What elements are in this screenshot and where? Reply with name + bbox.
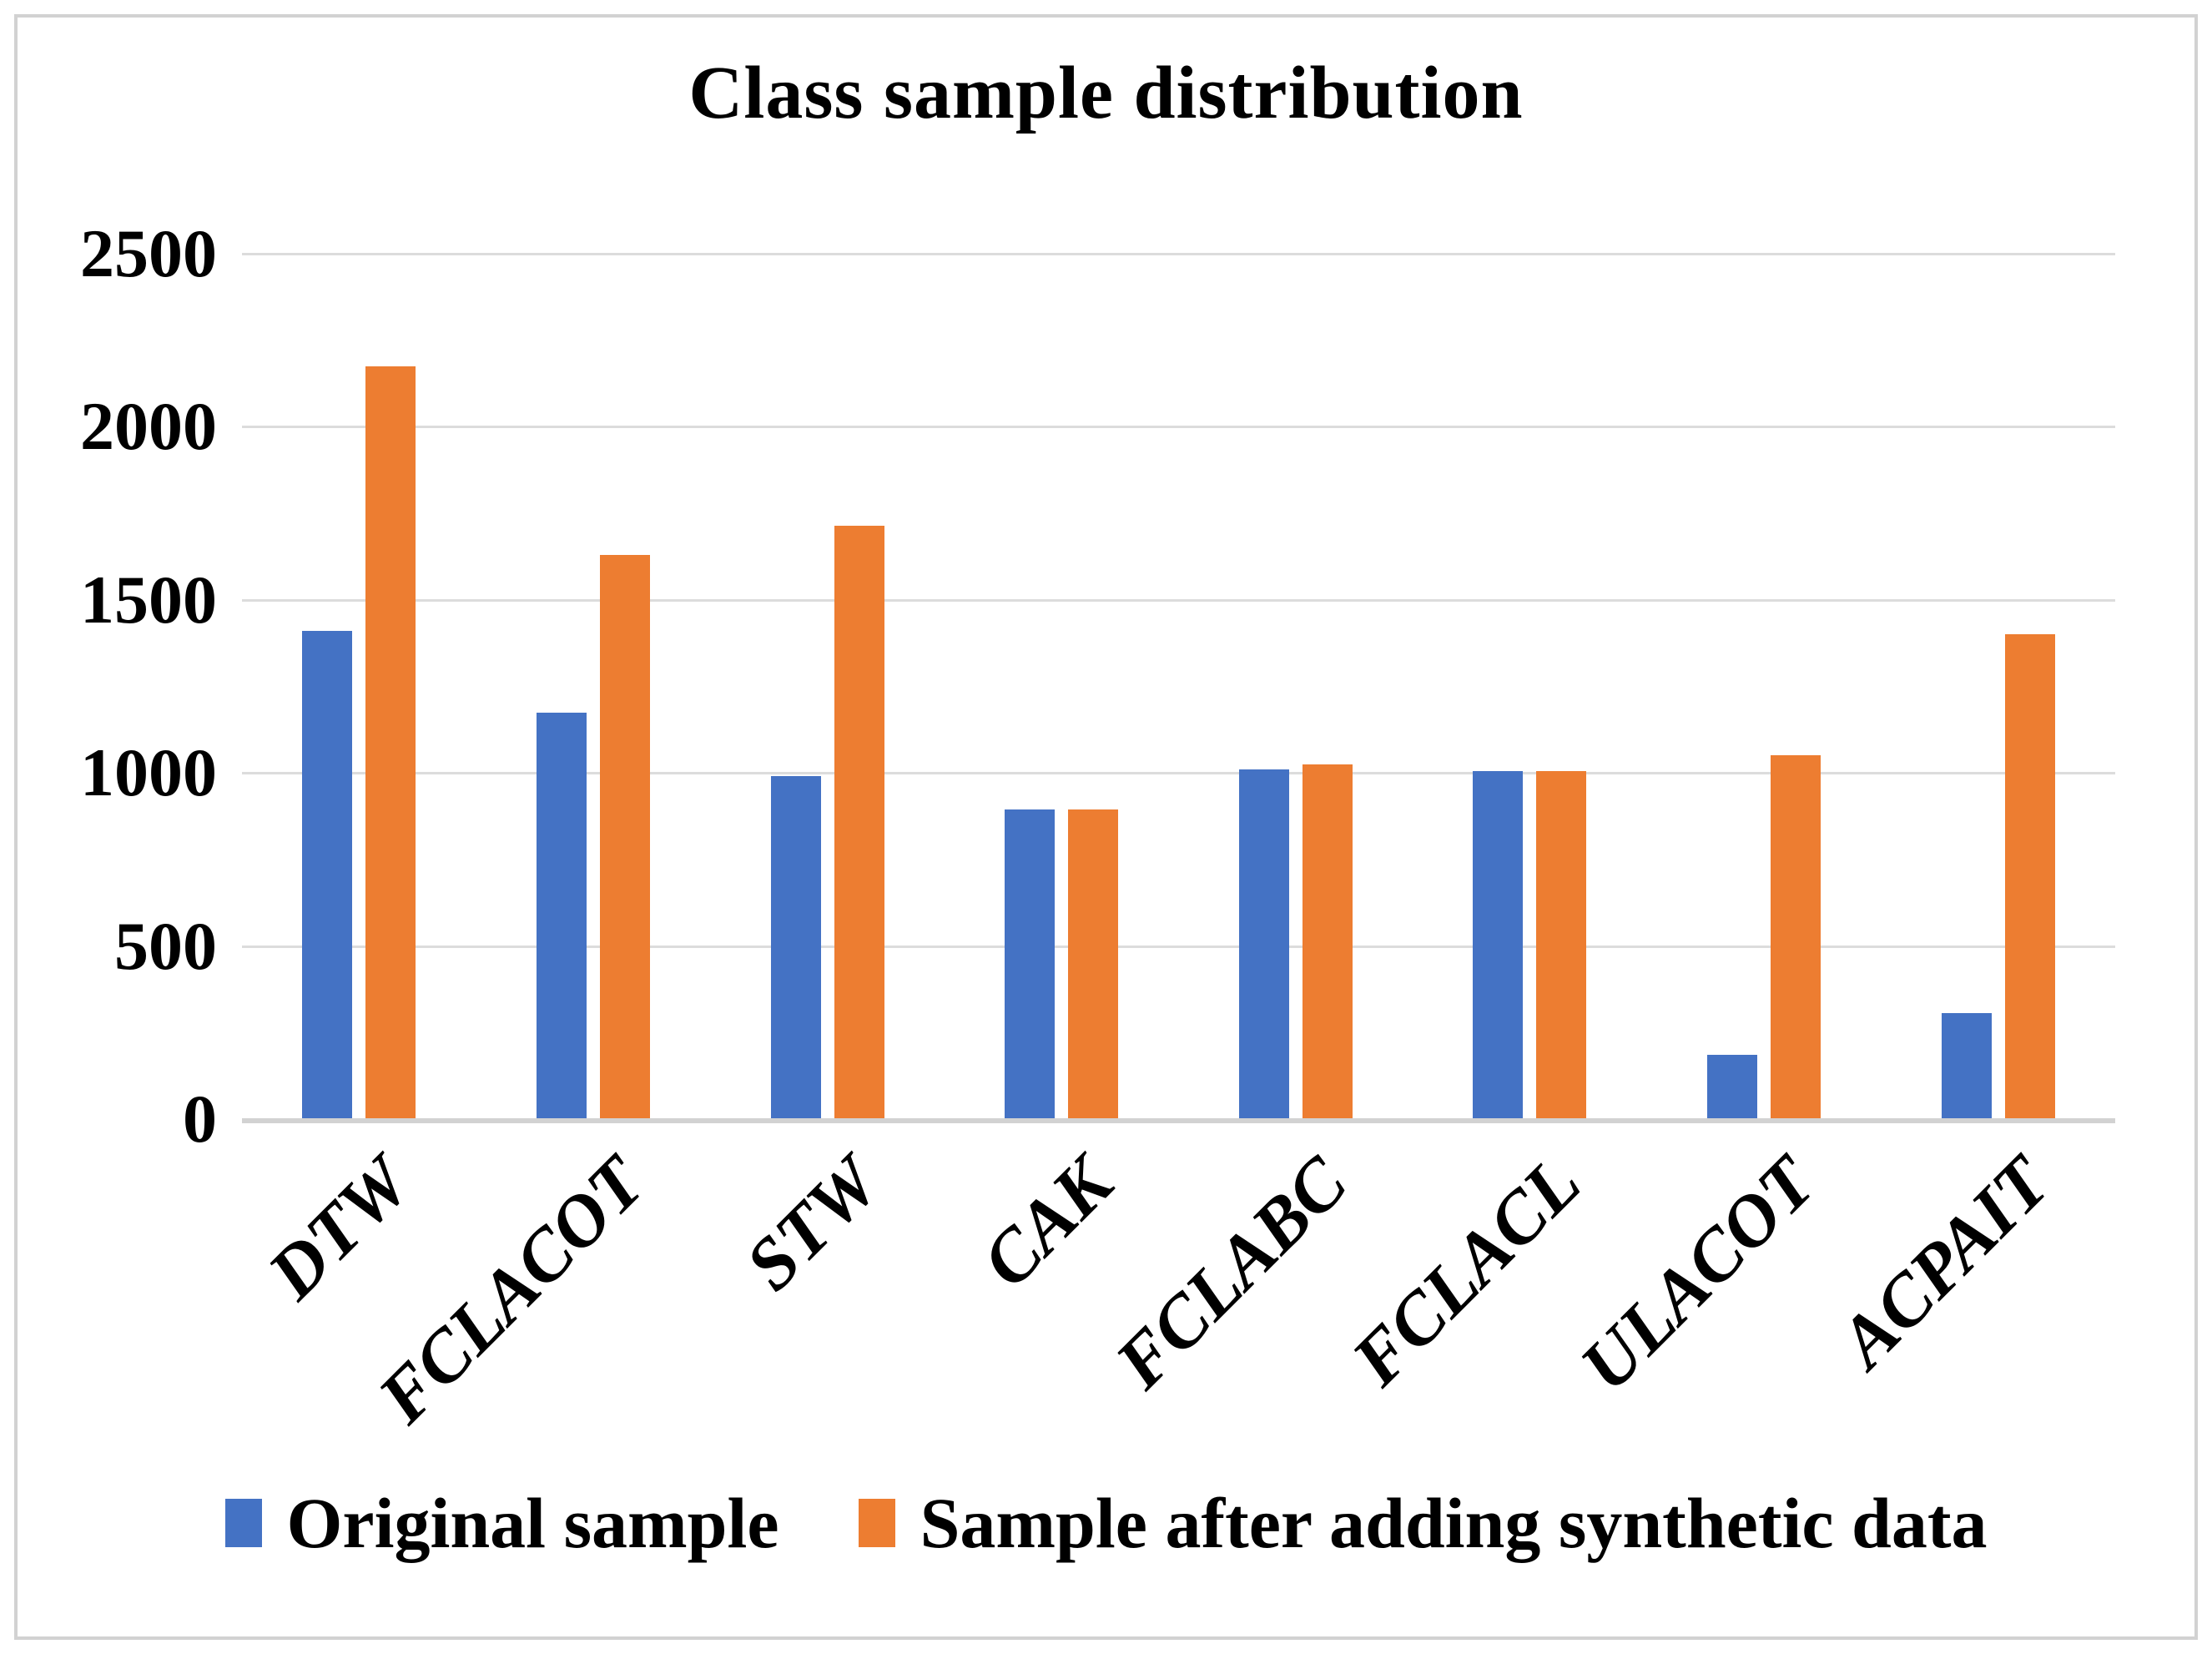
y-tick-label-1500: 1500: [80, 561, 217, 638]
bar-synthetic-STW: [834, 526, 884, 1119]
bar-synthetic-FCLABC: [1302, 764, 1353, 1119]
bar-original-FCLACL: [1473, 771, 1524, 1119]
y-tick-label-1000: 1000: [80, 734, 217, 811]
bar-original-DTW: [302, 631, 353, 1119]
bar-synthetic-ACPAIT: [2004, 634, 2055, 1119]
gridline-1000: [242, 772, 2115, 775]
x-axis-line: [242, 1118, 2115, 1123]
bar-synthetic-ULACOT: [1771, 755, 1821, 1119]
y-tick-label-0: 0: [183, 1081, 217, 1157]
bar-original-ULACOT: [1707, 1055, 1758, 1119]
y-tick-label-2500: 2500: [80, 215, 217, 291]
y-tick-label-2000: 2000: [80, 388, 217, 465]
bar-synthetic-DTW: [365, 366, 416, 1119]
y-tick-label-500: 500: [114, 907, 217, 984]
chart-title: Class sample distribution: [688, 52, 1524, 134]
plot-area: [242, 253, 2115, 1123]
gridline-1500: [242, 598, 2115, 602]
bar-original-CAK: [1005, 809, 1056, 1119]
legend-item-original: Original sample: [224, 1483, 779, 1563]
bar-synthetic-CAK: [1068, 809, 1119, 1119]
bar-original-FCLACOT: [536, 713, 587, 1119]
bar-synthetic-FCLACOT: [599, 555, 650, 1119]
gridline-2500: [242, 253, 2115, 255]
bar-synthetic-FCLACL: [1536, 771, 1587, 1119]
bar-original-STW: [770, 776, 821, 1119]
bar-original-ACPAIT: [1941, 1013, 1992, 1119]
gridline-500: [242, 945, 2115, 948]
legend-swatch-original: [224, 1499, 262, 1547]
legend-item-synthetic: Sample after adding synthetic data: [858, 1483, 1988, 1563]
legend: Original sample Sample after adding synth…: [0, 1487, 2212, 1559]
legend-label-synthetic: Sample after adding synthetic data: [920, 1483, 1988, 1563]
legend-label-original: Original sample: [286, 1483, 779, 1563]
gridline-2000: [242, 426, 2115, 429]
legend-swatch-synthetic: [858, 1499, 895, 1547]
bar-original-FCLABC: [1238, 769, 1289, 1119]
